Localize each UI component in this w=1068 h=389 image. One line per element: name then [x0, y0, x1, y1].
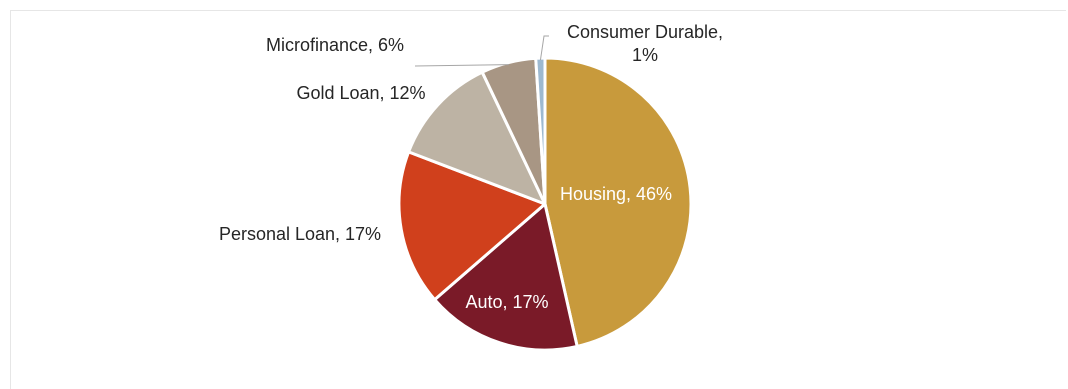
leader-line-consumer-durable: [539, 35, 549, 61]
data-label-gold-loan: Gold Loan, 12%: [296, 83, 425, 103]
data-label-housing: Housing, 46%: [560, 184, 672, 204]
pie-slice-housing: [543, 56, 693, 348]
data-label-consumer-durable-line1: Consumer Durable,: [567, 22, 723, 42]
pie-slice-auto: [433, 202, 579, 352]
pie-slice-personal-loan: [397, 150, 547, 302]
chart-frame: [10, 10, 1066, 389]
leader-line-microfinance: [414, 64, 509, 67]
pie-slices: [397, 56, 693, 352]
leader-lines: [414, 35, 549, 67]
data-label-consumer-durable-line2: 1%: [632, 45, 658, 65]
pie-slice-gold-loan: [407, 70, 547, 206]
data-label-personal-loan: Personal Loan, 17%: [219, 224, 381, 244]
data-label-microfinance: Microfinance, 6%: [266, 35, 404, 55]
data-label-auto: Auto, 17%: [465, 292, 548, 312]
